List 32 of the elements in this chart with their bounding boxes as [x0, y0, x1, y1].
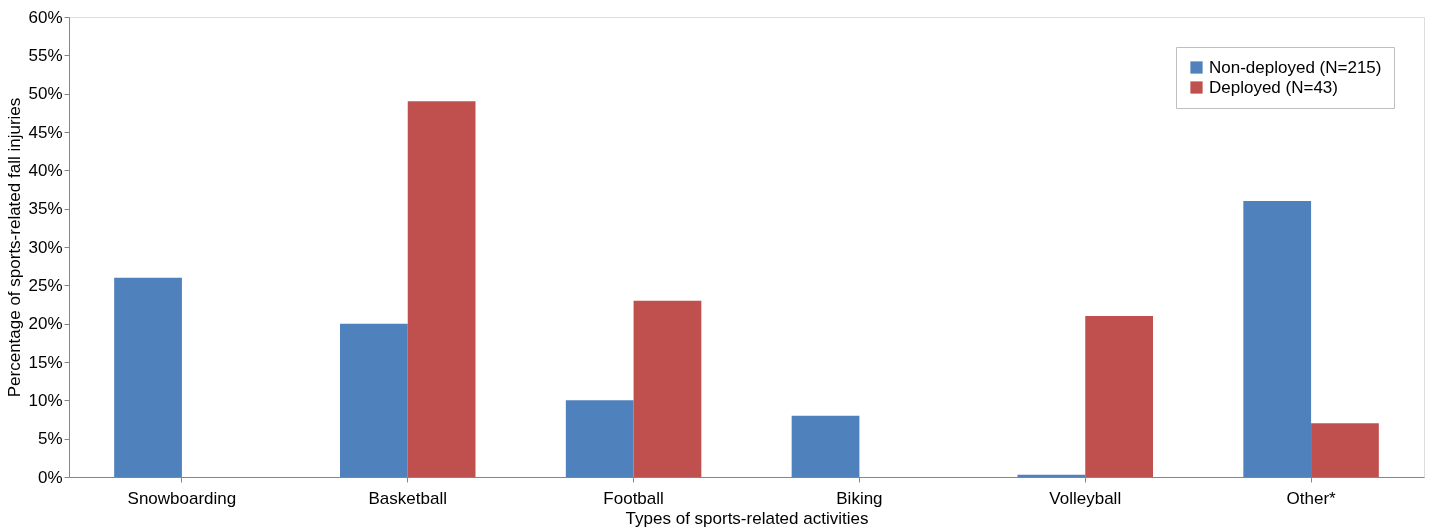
bar: [1085, 316, 1153, 477]
x-tick-label: Football: [603, 488, 664, 508]
y-tick-label: 0%: [37, 467, 63, 487]
y-tick-label: 15%: [28, 352, 63, 372]
y-tick-label: 55%: [28, 45, 63, 65]
y-tick-label: 40%: [28, 160, 63, 180]
legend-label: Non-deployed (N=215): [1209, 57, 1382, 77]
y-tick-label: 35%: [28, 199, 63, 219]
bar: [1243, 201, 1312, 477]
y-tick-label: 45%: [28, 122, 63, 142]
y-tick-label: 25%: [28, 275, 63, 295]
x-tick-label: Other*: [1286, 488, 1337, 508]
x-tick-label: Biking: [836, 488, 883, 508]
y-tick-label: 50%: [28, 84, 63, 104]
bar: [633, 300, 702, 477]
bar: [407, 101, 476, 477]
y-tick-label: 5%: [37, 429, 63, 449]
y-tick-label: 20%: [28, 314, 63, 334]
x-tick-label: Snowboarding: [127, 488, 237, 508]
bar: [791, 415, 860, 477]
x-axis-title: Types of sports-related activities: [625, 508, 869, 528]
bar: [340, 323, 408, 477]
bar: [565, 400, 634, 477]
legend-label: Deployed (N=43): [1209, 77, 1338, 97]
y-tick-label: 10%: [28, 390, 63, 410]
bar: [114, 277, 182, 477]
x-tick-label: Basketball: [368, 488, 447, 508]
x-tick-label: Volleyball: [1049, 488, 1122, 508]
y-tick-label: 60%: [28, 7, 63, 27]
y-axis-title: Percentage of sports-related fall injuries: [5, 97, 25, 398]
y-tick-label: 30%: [28, 237, 63, 257]
bar: [1311, 423, 1379, 477]
